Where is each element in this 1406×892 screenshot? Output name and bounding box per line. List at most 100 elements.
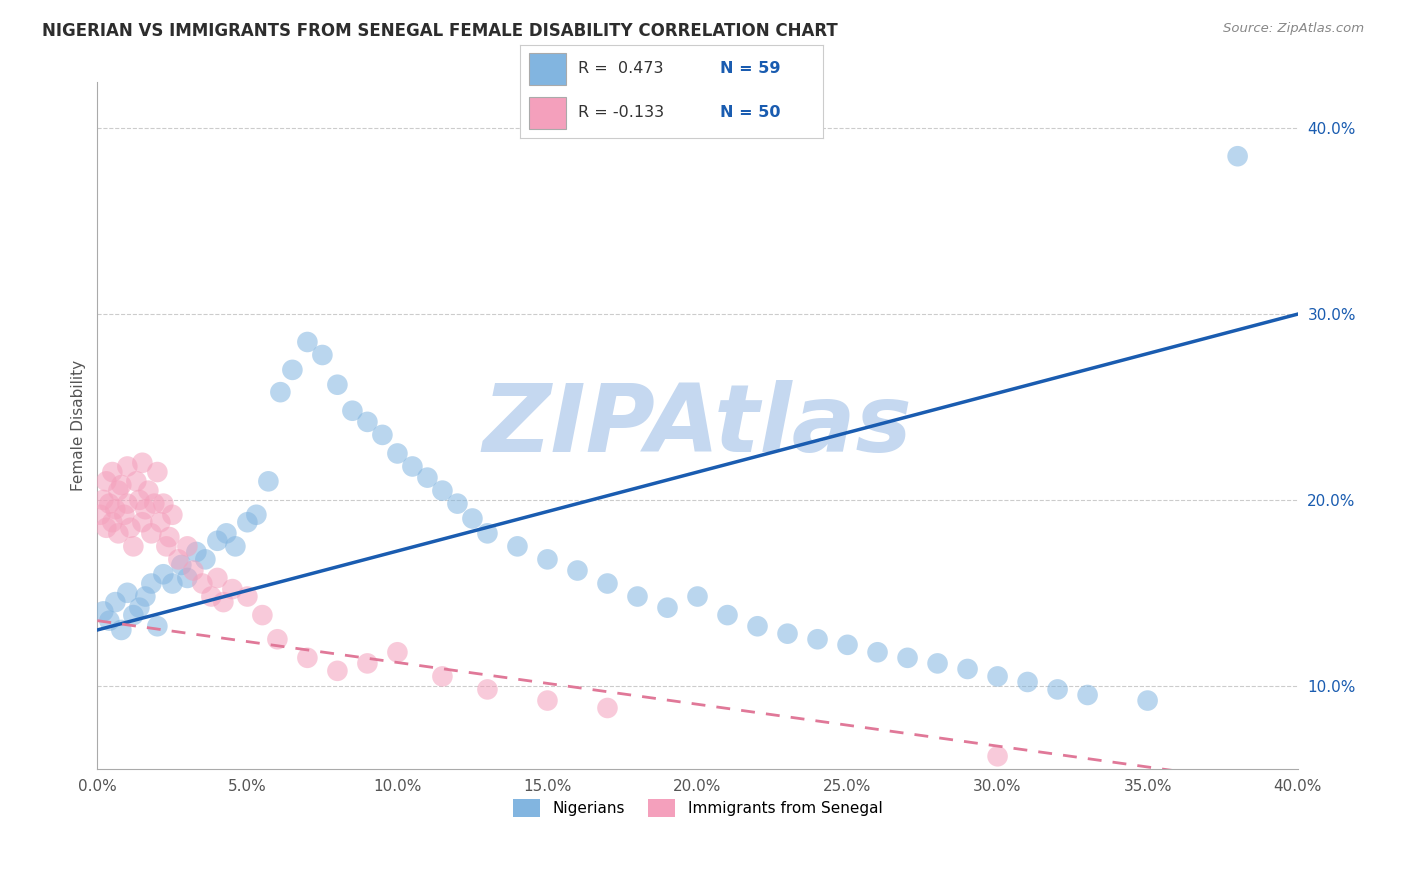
Point xyxy=(167,552,190,566)
Point xyxy=(446,497,468,511)
Point xyxy=(157,530,180,544)
Point xyxy=(131,515,153,529)
Point xyxy=(596,576,619,591)
Point xyxy=(141,526,163,541)
Point xyxy=(200,590,222,604)
Point xyxy=(387,645,409,659)
Point xyxy=(224,540,246,554)
Point xyxy=(956,662,979,676)
Point xyxy=(477,682,499,697)
Point xyxy=(146,465,169,479)
Point xyxy=(128,492,150,507)
Legend: Nigerians, Immigrants from Senegal: Nigerians, Immigrants from Senegal xyxy=(506,793,889,823)
Point xyxy=(837,638,859,652)
Point xyxy=(98,614,121,628)
Point xyxy=(155,540,177,554)
Point xyxy=(186,545,208,559)
Point xyxy=(536,552,558,566)
Point xyxy=(215,526,238,541)
Point xyxy=(297,334,319,349)
Y-axis label: Female Disability: Female Disability xyxy=(72,360,86,491)
Point xyxy=(596,701,619,715)
Point xyxy=(1136,693,1159,707)
Point xyxy=(117,586,139,600)
Point xyxy=(96,475,118,489)
Point xyxy=(207,571,229,585)
Point xyxy=(326,377,349,392)
Point xyxy=(257,475,280,489)
Point xyxy=(183,564,205,578)
Point xyxy=(866,645,889,659)
Point xyxy=(356,415,378,429)
Text: R = -0.133: R = -0.133 xyxy=(578,105,664,120)
Point xyxy=(776,626,799,640)
Point xyxy=(477,526,499,541)
Point xyxy=(536,693,558,707)
Point xyxy=(143,497,166,511)
Point xyxy=(281,363,304,377)
Point xyxy=(96,521,118,535)
Point xyxy=(194,552,217,566)
Point xyxy=(107,526,129,541)
Point xyxy=(122,608,145,623)
Point xyxy=(134,502,156,516)
Point xyxy=(162,576,184,591)
Point xyxy=(236,590,259,604)
Text: N = 50: N = 50 xyxy=(720,105,780,120)
Point xyxy=(146,619,169,633)
Point xyxy=(297,650,319,665)
Point xyxy=(101,465,124,479)
Point xyxy=(212,595,235,609)
Point xyxy=(141,576,163,591)
Point xyxy=(101,515,124,529)
Point xyxy=(176,540,198,554)
Point xyxy=(120,521,142,535)
Point xyxy=(128,600,150,615)
Point xyxy=(236,515,259,529)
Point xyxy=(162,508,184,522)
Text: R =  0.473: R = 0.473 xyxy=(578,62,664,77)
Point xyxy=(686,590,709,604)
Point xyxy=(716,608,738,623)
Point xyxy=(342,403,364,417)
Point xyxy=(221,582,243,596)
Point xyxy=(266,632,288,647)
Point xyxy=(110,623,132,637)
Point xyxy=(149,515,172,529)
Point xyxy=(191,576,214,591)
Point xyxy=(117,497,139,511)
FancyBboxPatch shape xyxy=(529,97,565,129)
Text: NIGERIAN VS IMMIGRANTS FROM SENEGAL FEMALE DISABILITY CORRELATION CHART: NIGERIAN VS IMMIGRANTS FROM SENEGAL FEMA… xyxy=(42,22,838,40)
Text: Source: ZipAtlas.com: Source: ZipAtlas.com xyxy=(1223,22,1364,36)
Point xyxy=(245,508,267,522)
Point xyxy=(326,664,349,678)
Point xyxy=(806,632,828,647)
Point xyxy=(432,669,454,683)
Point xyxy=(1046,682,1069,697)
Point xyxy=(747,619,769,633)
Point xyxy=(125,475,148,489)
Point xyxy=(927,657,949,671)
Point xyxy=(896,650,918,665)
Point xyxy=(112,508,135,522)
Point xyxy=(567,564,589,578)
Point xyxy=(122,540,145,554)
Point xyxy=(107,483,129,498)
Point xyxy=(117,459,139,474)
Point xyxy=(987,749,1010,764)
Point xyxy=(311,348,333,362)
Point xyxy=(152,567,174,582)
Point xyxy=(89,508,111,522)
Point xyxy=(432,483,454,498)
Point xyxy=(134,590,156,604)
Text: ZIPAtlas: ZIPAtlas xyxy=(482,380,912,472)
Point xyxy=(356,657,378,671)
Point xyxy=(152,497,174,511)
Point xyxy=(104,502,127,516)
Point xyxy=(93,604,115,618)
Point xyxy=(207,533,229,548)
Point xyxy=(93,492,115,507)
Point xyxy=(98,497,121,511)
Point xyxy=(461,511,484,525)
Point xyxy=(987,669,1010,683)
